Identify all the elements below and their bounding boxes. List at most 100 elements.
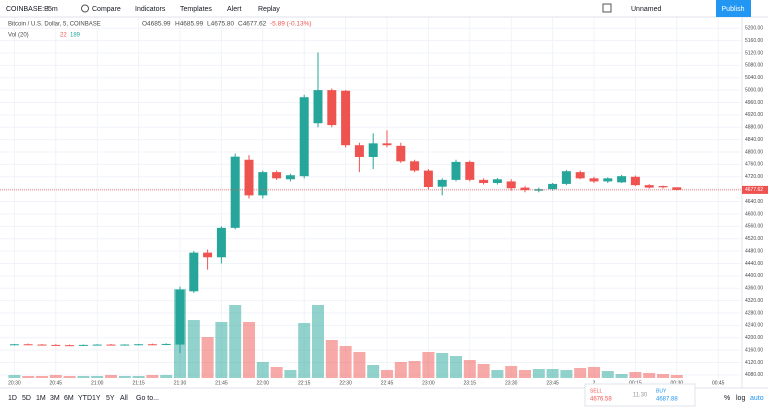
volume-bar	[118, 376, 131, 378]
range-button[interactable]: 1D	[8, 395, 17, 402]
volume-bar	[560, 370, 573, 378]
candle-body	[78, 344, 88, 346]
candle-body	[65, 345, 75, 347]
publish[interactable]: Publish	[722, 6, 745, 13]
volume-bar	[256, 362, 269, 378]
range-button[interactable]: 6M	[64, 395, 74, 402]
toolbar	[0, 0, 768, 17]
volume-bar	[505, 366, 518, 378]
legend-change: -5.89 (-0.13%)	[270, 21, 312, 28]
candle-body	[341, 90, 351, 146]
candle-body	[272, 172, 282, 179]
candle-body	[23, 344, 33, 346]
volume-bar	[463, 360, 476, 378]
range-button[interactable]: 1M	[36, 395, 46, 402]
compare[interactable]: Compare	[92, 6, 121, 13]
log[interactable]: log	[736, 395, 745, 402]
volume-bar	[422, 352, 435, 378]
templates[interactable]: Templates	[180, 6, 212, 13]
x-tick-label: 20:30	[8, 380, 21, 386]
buy-price[interactable]: 4687.88	[656, 397, 678, 403]
auto[interactable]: auto	[750, 395, 764, 402]
spread: 11.30	[633, 393, 648, 399]
interval[interactable]: 5m	[48, 6, 58, 13]
y-tick-label: 4920.00	[745, 112, 763, 118]
candle-body	[203, 252, 213, 258]
candle-body	[134, 344, 144, 346]
volume-bar	[601, 371, 614, 378]
volume-bar	[546, 369, 559, 378]
volume-bar	[243, 322, 255, 378]
x-tick-label: 2	[593, 380, 596, 386]
volume-bar	[491, 370, 504, 378]
range-button[interactable]: 3M	[50, 395, 60, 402]
legend-open: O4685.99	[142, 21, 171, 28]
volume-bar	[643, 373, 656, 378]
y-tick-label: 4760.00	[745, 162, 763, 168]
candle-body	[561, 171, 571, 184]
candle-body	[575, 172, 585, 179]
candle-body	[258, 172, 268, 196]
volume-bar	[229, 305, 242, 378]
x-tick-label: 22:00	[257, 380, 270, 386]
checkbox[interactable]	[602, 3, 612, 13]
volume-bar	[63, 376, 76, 378]
candle-body	[589, 178, 599, 182]
candle-body	[175, 289, 185, 345]
candle-body	[327, 90, 337, 126]
buy[interactable]: BUY	[656, 388, 667, 394]
x-tick-label: 22:45	[381, 380, 394, 386]
range-bar: 1D 5D 1M 3M 6M YTD 1Y 5Y All	[8, 395, 128, 402]
plot: 4080.00 4120.00 4160.00 4200.00 4240.00 4280.…	[0, 17, 768, 388]
volume-bar	[91, 376, 104, 378]
alert[interactable]: Alert	[227, 6, 241, 13]
y-tick-label: 4560.00	[745, 224, 763, 230]
sell[interactable]: SELL	[590, 388, 602, 394]
volume-bar	[367, 365, 380, 378]
y-tick-label: 5200.00	[745, 26, 763, 32]
volume-bar	[574, 368, 587, 378]
legend-title: Bitcoin / U.S. Dollar, 5, COINBASE	[8, 22, 101, 28]
y-tick-label: 4800.00	[745, 149, 763, 155]
volume-bar	[519, 370, 531, 378]
volume-bar	[187, 320, 200, 378]
candle-body	[479, 179, 489, 183]
volume-bar	[381, 370, 393, 378]
y-tick-label: 4640.00	[745, 199, 763, 205]
volume-bar	[105, 375, 117, 378]
y-tick-label: 4240.00	[745, 323, 763, 329]
range-button[interactable]: YTD	[78, 395, 92, 402]
sell-price[interactable]: 4676.58	[590, 397, 612, 403]
y-tick-label: 4160.00	[745, 347, 763, 353]
x-tick-label: 21:45	[215, 380, 228, 386]
candle-body	[382, 143, 392, 146]
x-tick-label: 00:30	[671, 380, 684, 386]
publish-button[interactable]	[716, 0, 751, 17]
vol-b: 189	[70, 33, 81, 39]
trade-box	[584, 383, 696, 407]
volume-bar	[477, 364, 490, 378]
volume-bar	[339, 346, 352, 378]
y-tick-label: 4720.00	[745, 174, 763, 180]
range-button[interactable]: 5Y	[106, 395, 115, 402]
y-tick-label: 4280.00	[745, 310, 763, 316]
candle-body	[37, 344, 47, 346]
candle-body	[451, 161, 461, 180]
replay[interactable]: Replay	[258, 6, 280, 13]
goto[interactable]: Go to...	[136, 395, 159, 402]
x-tick-label: 23:15	[464, 380, 477, 386]
range-button[interactable]: 1Y	[92, 395, 101, 402]
candle-body	[492, 179, 502, 183]
layout-name[interactable]: Unnamed	[631, 6, 661, 13]
volume-bar	[77, 376, 90, 378]
price-axis	[742, 17, 768, 388]
range-button[interactable]: 5D	[22, 395, 31, 402]
volume-bar	[408, 361, 421, 378]
candle-body	[285, 175, 295, 180]
y-tick-label: 4960.00	[745, 100, 763, 106]
range-button[interactable]: All	[120, 395, 128, 402]
x-tick-label: 22:30	[339, 380, 352, 386]
indicators[interactable]: Indicators	[135, 6, 166, 13]
percent[interactable]: %	[724, 395, 730, 402]
symbol[interactable]: COINBASE:B	[6, 6, 49, 13]
